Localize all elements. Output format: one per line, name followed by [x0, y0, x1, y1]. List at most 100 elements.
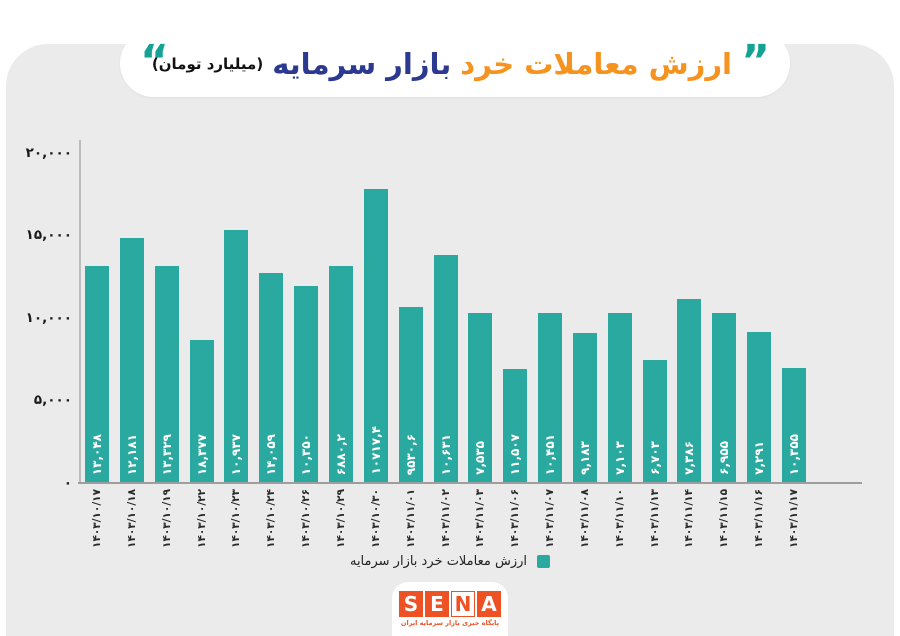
- bar-value-label: ۹,۱۸۳: [577, 441, 592, 475]
- bar-value-label: ۷,۳۸۶: [682, 441, 697, 475]
- date-cell: ۱۴۰۳/۱۰/۱۹: [157, 489, 177, 551]
- bar-value-label: ۱۰,۶۳۱: [438, 433, 453, 475]
- quote-open-icon: “: [140, 35, 169, 87]
- date-cell: ۱۴۰۳/۱۰/۲۲: [192, 489, 212, 551]
- sena-letter: A: [477, 591, 501, 617]
- sena-logo-tagline: پایگاه خبری بازار سرمایه ایران: [400, 619, 500, 627]
- date-cell: ۱۴۰۳/۱۱/۰۳: [470, 489, 490, 551]
- date-label: ۱۴۰۳/۱۰/۳۰: [369, 489, 382, 548]
- bar: ۱۰,۳۵۰: [294, 285, 319, 482]
- bar-value-label: ۱۰,۳۵۰: [299, 433, 314, 475]
- bar-value-label: ۱۱,۵۰۷: [508, 433, 523, 475]
- date-label: ۱۴۰۳/۱۱/۰۲: [439, 489, 452, 548]
- date-cell: ۱۴۰۳/۱۰/۲۴: [261, 489, 281, 551]
- bar: ۱۰,۴۵۱: [538, 312, 563, 482]
- date-label: ۱۴۰۳/۱۱/۰۱: [404, 489, 417, 548]
- date-label: ۱۴۰۳/۱۰/۲۶: [300, 489, 313, 548]
- date-cell: ۱۴۰۳/۱۱/۱۰: [610, 489, 630, 551]
- date-cell: ۱۴۰۳/۱۰/۲۹: [331, 489, 351, 551]
- y-tick-label: ۲۰,۰۰۰: [25, 144, 72, 161]
- bar: ۱۳,۳۲۹: [154, 265, 179, 482]
- bar: ۷,۲۹۱: [747, 332, 772, 482]
- date-label: ۱۴۰۳/۱۰/۱۷: [91, 489, 103, 548]
- bar: ۱۱,۵۰۷: [503, 368, 528, 482]
- bar-value-label: ۷,۱۰۳: [612, 441, 627, 475]
- bar: ۱۰,۳۵۵: [782, 368, 806, 482]
- legend-label: ارزش معاملات خرد بازار سرمایه: [349, 553, 528, 569]
- date-cell: ۱۴۰۳/۱۰/۳۰: [366, 489, 386, 551]
- bar-value-label: ۶,۷۰۳: [647, 441, 662, 475]
- x-axis-line: [78, 482, 862, 484]
- date-label: ۱۴۰۳/۱۰/۱۸: [125, 489, 138, 548]
- bar: ۷,۱۰۳: [607, 312, 632, 482]
- date-cell: ۱۴۰۳/۱۱/۰۲: [436, 489, 456, 551]
- date-label: ۱۴۰۳/۱۰/۱۹: [160, 489, 173, 548]
- bar-value-label: ۱۲,۱۸۱: [124, 433, 139, 475]
- bar-value-label: ۱۳,۰۴۸: [90, 433, 104, 475]
- title-part-market: بازار سرمایه: [272, 46, 452, 81]
- bar-value-label: ۶,۹۵۵: [717, 441, 732, 475]
- date-label: ۱۴۰۳/۱۱/۰۶: [509, 489, 522, 548]
- date-cell: ۱۴۰۳/۱۱/۰۷: [540, 489, 560, 551]
- date-label: ۱۴۰۳/۱۰/۲۴: [265, 489, 278, 548]
- y-tick-label: ۵,۰۰۰: [33, 392, 72, 409]
- legend: ارزش معاملات خرد بازار سرمایه: [0, 550, 900, 572]
- bar: ۱۴,۰۵۹: [259, 273, 284, 482]
- date-cell: ۱۴۰۳/۱۰/۲۳: [226, 489, 246, 551]
- date-label: ۱۴۰۳/۱۱/۱۰: [613, 489, 626, 548]
- date-cell: ۱۴۰۳/۱۱/۰۱: [401, 489, 421, 551]
- bar: ۷,۵۳۵: [468, 312, 493, 482]
- title-banner: “ ” ارزش معاملات خرد بازار سرمایه (میلیا…: [120, 30, 790, 97]
- bar: ۷,۳۸۶: [677, 298, 702, 482]
- date-label: ۱۴۰۳/۱۱/۰۳: [474, 489, 487, 548]
- y-tick-label: ۱۵,۰۰۰: [25, 227, 72, 244]
- bar: ۶۸۸۰,۲: [328, 265, 353, 482]
- date-cell: ۱۴۰۳/۱۱/۱۴: [679, 489, 699, 551]
- bar: ۹,۱۸۳: [572, 333, 597, 482]
- sena-letter: N: [451, 591, 475, 617]
- date-cell: ۱۴۰۳/۱۱/۱۳: [645, 489, 665, 551]
- date-label: ۱۴۰۳/۱۰/۲۹: [334, 489, 347, 548]
- bar: ۶,۹۵۵: [712, 312, 737, 482]
- date-cell: ۱۴۰۳/۱۱/۰۶: [505, 489, 525, 551]
- quote-close-icon: ”: [741, 35, 770, 87]
- date-cell: ۱۴۰۳/۱۱/۱۷: [784, 489, 804, 551]
- bar-value-label: ۹۵۳۰,۶: [403, 433, 418, 475]
- date-cell: ۱۴۰۳/۱۱/۰۸: [575, 489, 595, 551]
- sena-letter: E: [425, 591, 449, 617]
- bar: ۱۰۷۱۷,۴: [363, 189, 388, 482]
- bar-value-label: ۱۸,۳۷۷: [194, 433, 209, 475]
- date-label: ۱۴۰۳/۱۱/۱۳: [648, 489, 661, 548]
- bar-value-label: ۷,۵۳۵: [473, 441, 488, 475]
- date-label: ۱۴۰۳/۱۱/۱۶: [753, 489, 766, 548]
- bar: ۱۰,۶۳۱: [433, 254, 458, 482]
- sena-letter: S: [399, 591, 423, 617]
- date-label: ۱۴۰۳/۱۰/۲۲: [195, 489, 208, 548]
- date-cell: ۱۴۰۳/۱۰/۲۶: [296, 489, 316, 551]
- date-label: ۱۴۰۳/۱۱/۱۴: [683, 489, 696, 548]
- bar: ۱۸,۳۷۷: [189, 340, 214, 482]
- bar: ۹۵۳۰,۶: [398, 306, 423, 482]
- date-label: ۱۴۰۳/۱۰/۲۳: [230, 489, 243, 548]
- date-label: ۱۴۰۳/۱۱/۱۵: [718, 489, 731, 548]
- page-title: ارزش معاملات خرد بازار سرمایه (میلیارد ت…: [152, 30, 732, 97]
- date-cell: ۱۴۰۳/۱۱/۱۵: [714, 489, 734, 551]
- y-tick-label: ۱۰,۰۰۰: [25, 309, 72, 326]
- date-cell: ۱۴۰۳/۱۰/۱۷: [87, 489, 107, 551]
- bar-value-label: ۱۴,۰۵۹: [264, 433, 279, 475]
- bar-value-label: ۱۳,۳۲۹: [159, 433, 174, 475]
- date-cell: ۱۴۰۳/۱۱/۱۶: [749, 489, 769, 551]
- legend-swatch: [537, 554, 551, 568]
- y-tick-label: ۰: [63, 475, 72, 491]
- date-cell: ۱۴۰۳/۱۰/۱۸: [122, 489, 142, 551]
- bar: ۱۳,۰۴۸: [85, 265, 109, 482]
- date-label: ۱۴۰۳/۱۱/۰۷: [544, 489, 557, 548]
- bar: ۱۰,۹۳۷: [224, 230, 249, 482]
- bar-value-label: ۱۰,۹۳۷: [229, 433, 244, 475]
- y-axis-line: [79, 140, 81, 482]
- bar-value-label: ۷,۲۹۱: [752, 441, 767, 475]
- bar-value-label: ۶۸۸۰,۲: [333, 433, 348, 475]
